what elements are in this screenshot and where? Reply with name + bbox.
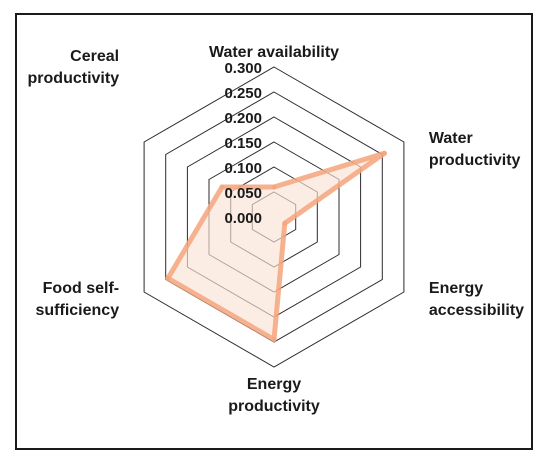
axis-label-line: Water availability [209, 44, 339, 61]
tick-label: 0.150 [224, 135, 262, 152]
radar-chart: 0.0000.0500.1000.1500.2000.2500.300Water… [28, 44, 525, 415]
axis-label: Cereal productivity [28, 48, 120, 87]
axis-label: Water availability [209, 44, 339, 61]
axis-label-line: Water [429, 130, 473, 147]
axis-label: Energy productivity [228, 376, 320, 415]
tick-label: 0.300 [224, 60, 262, 77]
axis-label-line: productivity [228, 398, 320, 415]
tick-label: 0.000 [224, 210, 262, 227]
grid-ring [143, 66, 405, 368]
axis-label-line: Cereal [70, 48, 119, 65]
axis-label-line: Energy [429, 280, 483, 297]
tick-label: 0.050 [224, 185, 262, 202]
data-point [282, 220, 288, 226]
data-point [271, 337, 277, 342]
axis-label-line: Energy [247, 376, 301, 393]
chart-frame: 0.000 0.050 0.100 0.150 0.200 0.250 0.300 Water… [15, 13, 533, 450]
axis-label-line: sufficiency [36, 302, 120, 319]
tick-label: 0.250 [224, 85, 262, 102]
axis-label-line: productivity [28, 70, 120, 87]
axis-label-line: accessibility [429, 302, 524, 319]
data-point [165, 275, 171, 281]
tick-label: 0.100 [224, 160, 262, 177]
axis-label: Energy accessibility [429, 280, 524, 319]
axis-label-line: Food self- [43, 280, 119, 297]
axis-label-line: productivity [429, 152, 521, 169]
series-polygon [165, 150, 387, 342]
data-point [381, 150, 387, 156]
tick-label: 0.200 [224, 110, 262, 127]
data-point [219, 184, 225, 190]
axis-label: Food self-sufficiency [36, 280, 120, 319]
axis-label: Water productivity [429, 130, 521, 169]
data-point [271, 184, 277, 190]
